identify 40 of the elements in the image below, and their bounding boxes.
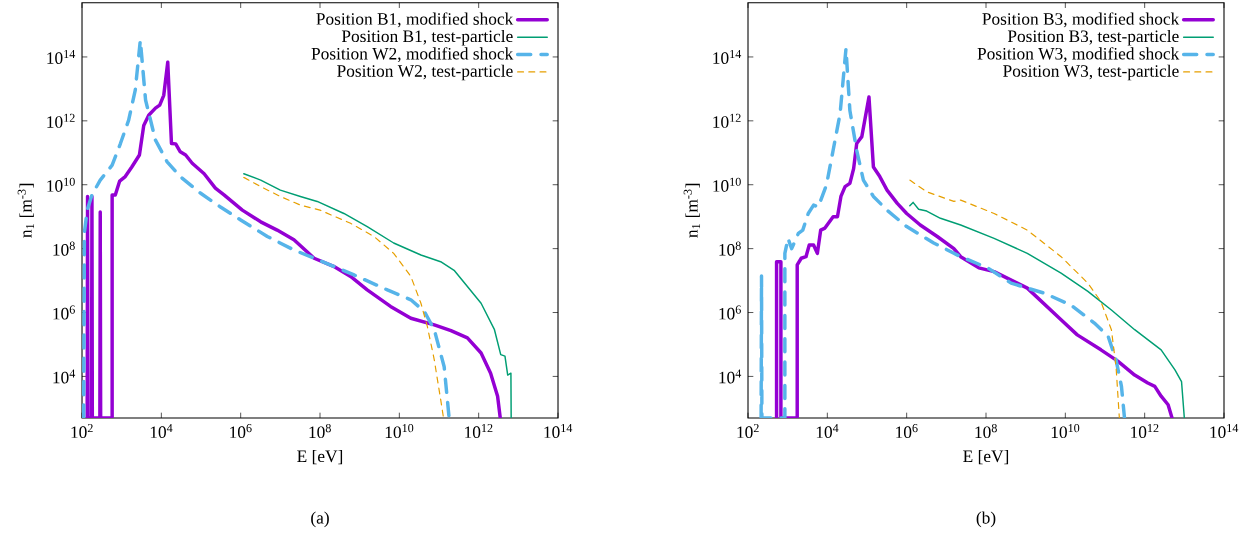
y-axis-title: n$_{1}$ [m$^{-3}$] (17, 183, 35, 238)
x-tick-label: 10$^{2}$ (71, 424, 93, 439)
y-tick-label: 10$^{12}$ (47, 113, 75, 128)
y-tick-label: 10$^{10}$ (47, 177, 75, 192)
y-tick-label: 10$^{4}$ (53, 369, 76, 384)
y-tick-label: 10$^{14}$ (713, 49, 742, 64)
x-tick-label: 10$^{4}$ (150, 424, 173, 438)
legend-label: Position W3, modified shock (977, 47, 1180, 63)
x-tick-label: 10$^{10}$ (1051, 424, 1080, 439)
y-tick-label: 10$^{14}$ (47, 49, 76, 64)
x-tick-label: 10$^{12}$ (1131, 424, 1159, 439)
x-axis-title: E [eV] (963, 449, 1009, 465)
legend-label: Position B1, modified shock (316, 12, 514, 28)
y-tick-label: 10$^{10}$ (713, 177, 741, 192)
x-tick-label: 10$^{2}$ (737, 424, 759, 439)
x-tick-label: 10$^{10}$ (385, 424, 414, 439)
x-tick-label: 10$^{6}$ (230, 424, 252, 439)
x-tick-label: 10$^{6}$ (896, 424, 918, 439)
y-axis-title: n$_{1}$ [m$^{-3}$] (683, 183, 701, 238)
x-tick-label: 10$^{8}$ (309, 424, 331, 439)
legend-label: Position B1, test-particle (341, 29, 513, 46)
y-tick-label: 10$^{4}$ (719, 369, 742, 384)
x-tick-label: 10$^{8}$ (975, 424, 997, 439)
legend-label: Position B3, modified shock (982, 12, 1180, 28)
legend-label: Position W3, test-particle (1003, 64, 1179, 81)
y-tick-label: 10$^{6}$ (719, 305, 741, 320)
x-axis-title: E [eV] (297, 449, 343, 465)
legend-label: Position W2, test-particle (337, 64, 513, 81)
x-tick-label: 10$^{14}$ (544, 424, 573, 439)
x-tick-label: 10$^{14}$ (1210, 424, 1239, 439)
y-tick-label: 10$^{8}$ (719, 241, 741, 256)
text: (a) (311, 511, 329, 528)
text: (b) (976, 511, 996, 528)
x-tick-label: 10$^{12}$ (465, 424, 493, 439)
y-tick-label: 10$^{12}$ (713, 113, 741, 128)
legend-label: Position B3, test-particle (1007, 29, 1179, 46)
y-tick-label: 10$^{8}$ (53, 241, 75, 256)
legend-label: Position W2, modified shock (311, 47, 514, 63)
x-tick-label: 10$^{4}$ (816, 424, 839, 438)
y-tick-label: 10$^{6}$ (53, 305, 75, 320)
